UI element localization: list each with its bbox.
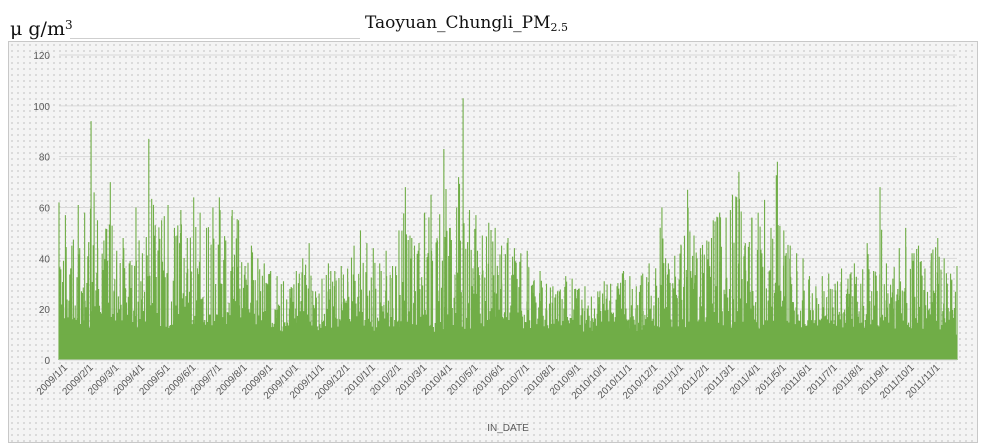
y-tick-label: 0 <box>44 356 50 367</box>
y-tick-label: 60 <box>39 204 51 215</box>
x-axis-title: IN_DATE <box>487 423 529 434</box>
chart-title: Taoyuan_Chungli_PM2.5 <box>365 12 568 39</box>
y-tick-label: 120 <box>33 51 50 62</box>
chart-title-main: Taoyuan_Chungli_PM <box>365 13 551 33</box>
y-tick-label: 40 <box>39 254 51 265</box>
y-unit-label: μ g/m3 <box>10 14 73 40</box>
pm25-series-bars <box>58 98 958 360</box>
y-tick-label: 20 <box>39 305 51 316</box>
y-unit-text: μ g/m <box>10 18 65 40</box>
y-tick-label: 100 <box>33 102 50 113</box>
y-unit-exponent: 3 <box>64 18 73 32</box>
chart-area: 0 20 40 60 80 100 120 2009/1/1 2009/2/1 2009/3/1 2… <box>8 41 978 443</box>
chart-title-subscript: 2.5 <box>550 21 568 34</box>
plot-svg: 0204060801001202009/1/12009/2/12009/3/12… <box>33 51 958 434</box>
header-underline <box>70 38 360 39</box>
pm25-series-base <box>59 334 957 360</box>
y-tick-label: 80 <box>39 153 51 164</box>
